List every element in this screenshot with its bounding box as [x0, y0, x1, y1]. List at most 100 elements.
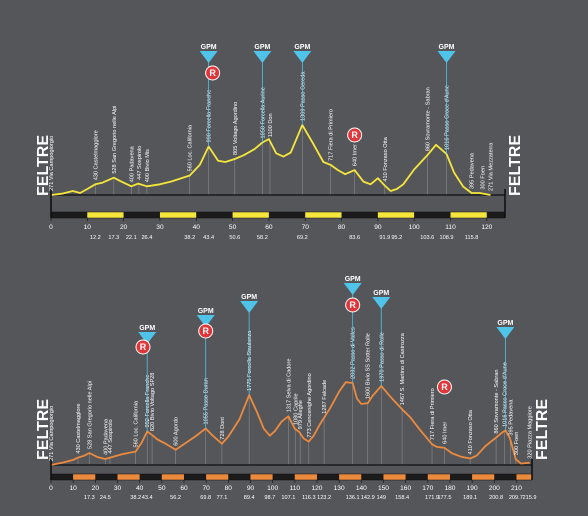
gpm-label: GPM [497, 320, 513, 327]
x-tick-label: 70 [202, 485, 210, 492]
km-label: 43.4 [142, 495, 153, 501]
feed-zone-label: R [202, 326, 209, 336]
waypoint-label: 430 Castelmagglore [93, 130, 99, 180]
km-label: 77.1 [216, 495, 227, 501]
waypoint-label: 1080 Caprile [293, 393, 299, 425]
km-strip-segment [117, 474, 140, 480]
km-strip-segment [450, 212, 487, 218]
km-label: 103.6 [420, 235, 434, 241]
gpm-triangle-icon [196, 315, 215, 327]
x-tick-label: 180 [444, 485, 455, 492]
km-label: 89.4 [244, 495, 255, 501]
waypoint-label: 447 Sospirolo [108, 419, 114, 453]
km-strip-segment [486, 212, 505, 218]
profile-chart-short: 0 10 20 30 40 50 60 70 80 90 100 110 120 12.2 17.3 22.1… [35, 44, 524, 241]
km-label: 200.8 [489, 495, 503, 501]
gpm-triangle-icon [199, 51, 218, 63]
km-strip-segment [449, 474, 473, 480]
km-label: 149 [377, 495, 386, 501]
waypoint-label: 979 Alleghe [298, 400, 304, 429]
end-city-label: FELTRE [507, 135, 524, 196]
waypoint-label: 271 Via Campogiorgio [49, 136, 55, 191]
waypoint-label: 560 Loc. California [134, 400, 140, 448]
km-strip-segment [427, 474, 450, 480]
km-strip-segment [206, 474, 229, 480]
waypoint-label: 1467 S. Martino di Castrozza [400, 332, 406, 405]
profile-chart-long: 0 10 20 30 40 50 60 70 80 90 100 110 120 130 140 150 160… [35, 276, 551, 501]
waypoint-label: 1317 Selva di Cadore [286, 358, 292, 412]
x-tick-label: 80 [338, 224, 346, 231]
km-strip-segment [472, 474, 495, 480]
km-label: 24.5 [100, 495, 111, 501]
x-tick-label: 210 [511, 485, 522, 492]
feed-zone-label: R [441, 382, 448, 392]
waypoint-label: 1287 Falcade [322, 380, 328, 414]
x-tick-label: 10 [84, 224, 92, 231]
x-tick-label: 20 [92, 485, 100, 492]
waypoint-label: 410 Fonzaso Otta [468, 409, 474, 454]
km-strip-segment [232, 212, 269, 218]
x-tick-label: 120 [311, 485, 322, 492]
km-label: 209.7 [509, 495, 523, 501]
gpm-triangle-icon [253, 51, 272, 63]
waypoint-label: 300 Foen [480, 166, 486, 190]
km-label: 22.1 [126, 235, 137, 241]
km-strip-segment [294, 474, 317, 480]
waypoint-label: 300 Foen [514, 432, 520, 456]
waypoint-label: 990 Forcella Franche [207, 90, 213, 143]
km-label: 108.9 [440, 235, 454, 241]
gpm-label: GPM [439, 44, 455, 51]
x-tick-label: 70 [302, 224, 310, 231]
km-label: 98.7 [264, 495, 275, 501]
waypoint-label: 717 Fiera di Primiero [430, 388, 436, 440]
km-label: 142.9 [361, 495, 375, 501]
x-tick-label: 0 [49, 224, 53, 231]
waypoint-label: 860 Sovramonte - Sabran [425, 87, 431, 151]
km-label: 115.8 [465, 235, 479, 241]
waypoint-label: 1050 Forcella Aurine [260, 87, 266, 138]
waypoint-label: 1775 Forcella Staulanza [247, 330, 253, 391]
km-strip-segment [95, 474, 118, 480]
gpm-label: GPM [345, 276, 361, 283]
x-tick-label: 60 [265, 224, 273, 231]
km-label: 43.4 [203, 235, 214, 241]
gpm-label: GPM [198, 308, 214, 315]
x-tick-label: 160 [400, 485, 411, 492]
km-strip-segment [196, 212, 233, 218]
waypoint-label: 430 Castelmagglore [76, 404, 82, 454]
feed-zone-label: R [351, 130, 358, 140]
x-tick-label: 50 [158, 485, 166, 492]
km-strip-segment [183, 474, 207, 480]
feed-zone-icon [436, 379, 452, 395]
km-strip-segment [383, 474, 406, 480]
km-label: 17.3 [108, 235, 119, 241]
km-label: 171.9 [425, 495, 439, 501]
km-label: 17.3 [84, 495, 95, 501]
waypoint-label: 528 San Gregorio nelle Alpi [87, 381, 93, 449]
km-strip-segment [228, 474, 251, 480]
feed-zone-label: R [140, 342, 147, 352]
x-tick-label: 90 [374, 224, 382, 231]
end-city-label: FELTRE [534, 399, 551, 460]
km-strip-segment [123, 212, 160, 218]
gpm-triangle-icon [343, 283, 362, 295]
waypoint-label: 560 Loc. California [188, 124, 194, 172]
waypoint-label: 1055 Passo Duran [204, 378, 210, 424]
gpm-label: GPM [201, 44, 217, 51]
gpm-triangle-icon [138, 332, 157, 344]
gpm-label: GPM [139, 325, 155, 332]
x-tick-label: 110 [290, 485, 301, 492]
waypoint-label: 1970 Passo di Rolle [379, 332, 385, 382]
start-city-label: FELTRE [35, 135, 52, 196]
start-city-label: FELTRE [35, 399, 52, 460]
waypoint-label: 528 San Gregorio nelle Alpi [112, 106, 118, 174]
waypoint-label: 773 Cencenighe Agordino [307, 373, 313, 437]
km-label: 107.1 [281, 495, 295, 501]
x-tick-label: 40 [193, 224, 201, 231]
waypoint-label: 1309 Passo Cereda [300, 71, 306, 121]
waypoint-label: 410 Fonzaso Otta [383, 136, 389, 181]
feed-zone-label: R [209, 68, 216, 78]
waypoint-label: 271 Via Mezzaterra [488, 142, 494, 191]
km-label: 215.9 [523, 495, 537, 501]
x-tick-label: 200 [489, 485, 500, 492]
